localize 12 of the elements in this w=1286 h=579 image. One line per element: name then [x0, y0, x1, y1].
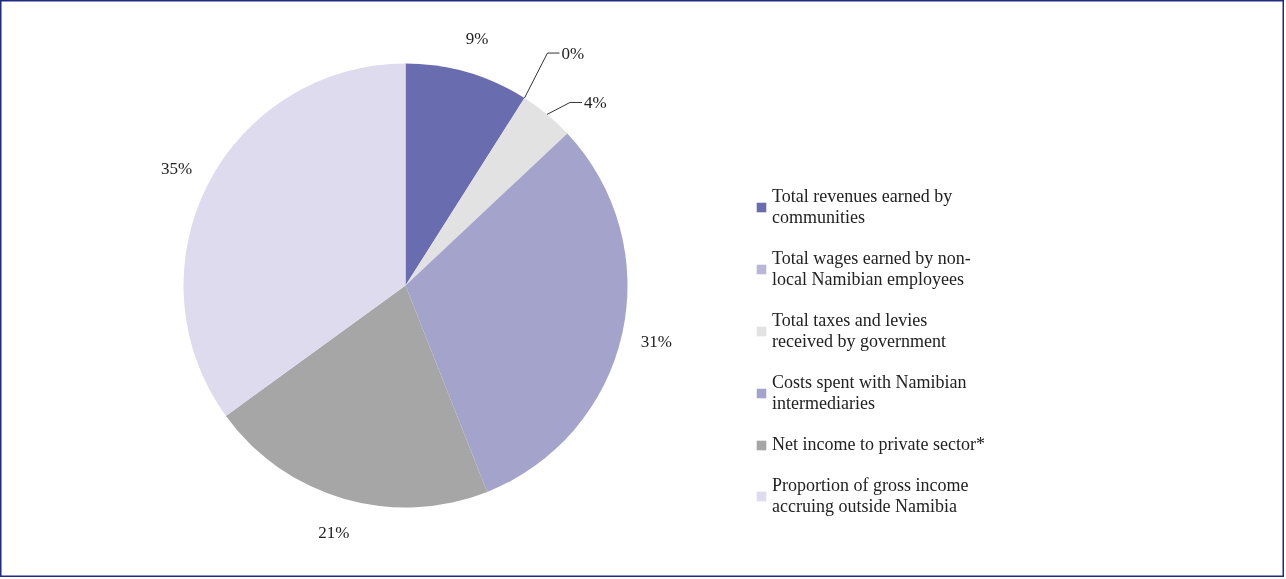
data-label: 9%	[465, 29, 489, 49]
data-label: 31%	[640, 332, 672, 352]
legend-label: Total wages earned by non-local Namibian employees	[772, 248, 971, 290]
legend-label: Costs spent with Namibian intermediaries	[772, 372, 967, 414]
legend-label: Total taxes and levies received by government	[772, 310, 946, 352]
data-label: 21%	[318, 522, 350, 542]
legend-label: Net income to private sector*	[772, 434, 985, 455]
legend-label: Proportion of gross income accruing outside Namibia	[772, 475, 969, 517]
data-label: 4%	[584, 92, 607, 112]
text: 0%	[561, 43, 585, 63]
legend-label: Total revenues earned by communities	[772, 186, 953, 228]
data-label: 35%	[160, 159, 193, 179]
